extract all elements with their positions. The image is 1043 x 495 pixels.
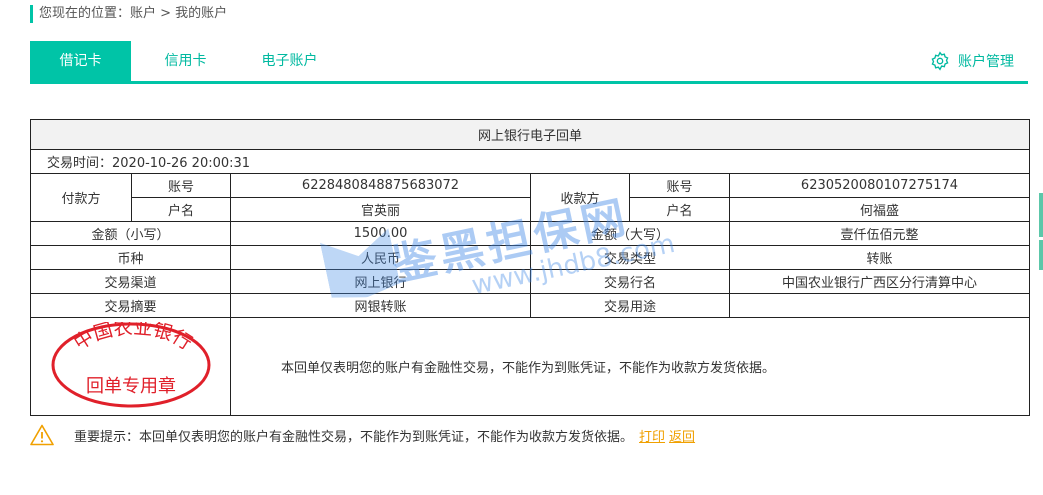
field-label: 金额（大写）	[530, 221, 730, 246]
back-link[interactable]: 返回	[669, 429, 696, 445]
payer-label: 付款方	[30, 173, 132, 222]
field-value: 网银转账	[230, 293, 531, 318]
svg-text:回单专用章: 回单专用章	[86, 376, 176, 397]
field-label: 交易摘要	[30, 293, 231, 318]
warning-icon	[30, 424, 54, 446]
payee-name-label: 户名	[629, 197, 730, 222]
payee-account: 6230520080107275174	[728, 173, 1031, 198]
tab-debit-card[interactable]: 借记卡	[30, 41, 131, 81]
field-label: 交易行名	[530, 269, 730, 294]
tab-bar: 借记卡 信用卡 电子账户 账户管理	[30, 41, 1028, 84]
field-value: 1500.00	[230, 221, 531, 246]
field-value: 转账	[728, 245, 1031, 270]
field-value: 壹仟伍佰元整	[728, 221, 1031, 246]
receipt-note: 本回单仅表明您的账户有金融性交易，不能作为到账凭证，不能作为收款方发货依据。	[229, 317, 1031, 416]
tip-text: 重要提示：本回单仅表明您的账户有金融性交易，不能作为到账凭证，不能作为收款方发货…	[74, 429, 634, 445]
field-value	[728, 293, 1031, 318]
receipt-table: 网上银行电子回单 交易时间：2020-10-26 20:00:31 付款方 账号…	[29, 119, 1031, 416]
payer-name: 官英丽	[230, 197, 531, 222]
field-label: 交易用途	[530, 293, 730, 318]
field-label: 金额（小写）	[30, 221, 231, 246]
side-scroll-indicator[interactable]	[1039, 193, 1043, 237]
stamp-seal: 中国农业银行 回单专用章	[51, 316, 210, 407]
tab-credit-card[interactable]: 信用卡	[164, 53, 207, 69]
field-label: 交易渠道	[30, 269, 231, 294]
payee-label: 收款方	[530, 173, 630, 222]
breadcrumb: 您现在的位置：账户 > 我的账户	[30, 5, 227, 23]
account-manage-button[interactable]: 账户管理	[930, 41, 1014, 81]
important-tip: 重要提示：本回单仅表明您的账户有金融性交易，不能作为到账凭证，不能作为收款方发货…	[30, 424, 695, 446]
payee-account-label: 账号	[629, 173, 730, 198]
payer-account: 6228480848875683072	[230, 173, 531, 198]
gear-icon	[931, 51, 949, 71]
payer-account-label: 账号	[131, 173, 231, 198]
print-link[interactable]: 打印	[639, 429, 666, 445]
field-label: 币种	[30, 245, 231, 270]
tab-e-account[interactable]: 电子账户	[261, 53, 318, 69]
payee-name: 何福盛	[728, 197, 1031, 222]
receipt-title: 网上银行电子回单	[29, 119, 1031, 150]
account-manage-label: 账户管理	[958, 54, 1014, 70]
bank-stamp: 中国农业银行 回单专用章	[30, 316, 231, 416]
payer-name-label: 户名	[131, 197, 231, 222]
side-scroll-indicator[interactable]	[1039, 240, 1043, 270]
field-label: 交易类型	[530, 245, 730, 270]
field-value: 网上银行	[230, 269, 531, 294]
field-value: 人民币	[230, 245, 531, 270]
field-value: 中国农业银行广西区分行清算中心	[728, 269, 1031, 294]
svg-text:中国农业银行: 中国农业银行	[70, 322, 196, 355]
transaction-time: 交易时间：2020-10-26 20:00:31	[29, 149, 1031, 174]
